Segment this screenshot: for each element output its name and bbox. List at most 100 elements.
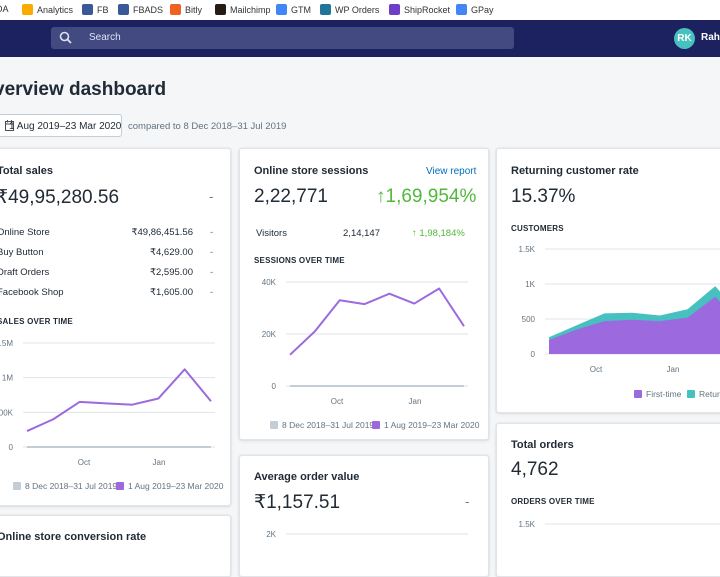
bookmark-label: WP Orders [335,5,379,15]
gtm-icon [276,4,287,15]
search-placeholder: Search [89,27,121,49]
sales-legend-previous: 8 Dec 2018–31 Jul 2019 [13,481,117,491]
bookmark-shiprocket[interactable]: ShipRocket [389,4,450,15]
avatar[interactable]: RK [674,28,695,49]
search-icon [59,31,72,44]
x-tick-label: Oct [78,458,91,467]
shiprocket-icon [389,4,400,15]
customers-chart-title: CUSTOMERS [511,224,564,233]
y-tick-label: 1.5K [519,520,536,529]
total-orders-title: Total orders [511,439,574,451]
search-input[interactable]: Search [51,27,514,49]
sales-channel-value: ₹1,605.00 [91,287,193,298]
aov-chart: 2K [240,528,488,558]
arrow-up-icon: ↑ [376,186,386,207]
y-tick-label: 0 [9,443,14,452]
bookmark-da[interactable]: DA [0,4,9,14]
total-orders-value: 4,762 [511,459,559,481]
y-tick-label: 1.5M [0,339,13,348]
y-tick-label: 500K [0,408,14,417]
sessions-card: Online store sessions View report 2,22,7… [239,148,489,440]
y-tick-label: 500 [522,315,536,324]
date-range-button[interactable]: 1 Aug 2019–23 Mar 2020 [0,114,122,137]
sessions-legend-previous-label: 8 Dec 2018–31 Jul 2019 [282,420,374,430]
sales-over-time-chart: 1.5M1M500K0OctJan [0,329,230,469]
y-tick-label: 20K [262,330,277,339]
sales-legend-current-label: 1 Aug 2019–23 Mar 2020 [128,481,223,491]
y-tick-label: 0 [272,382,277,391]
analytics-icon [22,4,33,15]
sales-channel-name: Online Store [0,227,50,238]
conversion-rate-card: Online store conversion rate [0,515,231,577]
total-sales-value: ₹49,95,280.56 [0,186,119,209]
sessions-legend-current: 1 Aug 2019–23 Mar 2020 [372,420,479,430]
returning-customer-card: Returning customer rate 15.37% CUSTOMERS… [496,148,720,413]
total-orders-card: Total orders 4,762 ORDERS OVER TIME 1.5K [496,423,720,577]
legend-swatch-current [372,421,380,429]
sales-channel-value: ₹4,629.00 [91,247,193,258]
sessions-chart-title: SESSIONS OVER TIME [254,256,345,265]
sales-channel-change: - [210,247,213,258]
aov-change: - [465,494,469,509]
bookmark-label: GTM [291,5,311,15]
legend-swatch-previous [13,482,21,490]
bookmark-label: ShipRocket [404,5,450,15]
aov-value: ₹1,157.51 [254,491,340,514]
gpay-icon [456,4,467,15]
x-tick-label: Jan [409,397,422,406]
bookmark-fb[interactable]: FB [82,4,109,15]
sessions-title: Online store sessions [254,165,368,177]
bookmark-mailchimp[interactable]: Mailchimp [215,4,271,15]
returning-title: Returning customer rate [511,165,639,177]
sessions-change: ↑1,69,954% [376,186,476,208]
legend-returning-label: Returning [699,389,720,399]
bookmarks-bar: DA Analytics FB FBADS Bitly Mailchimp GTM WP Or… [0,0,720,21]
sales-channel-name: Buy Button [0,247,43,258]
series-line-current [290,289,464,355]
visitors-value: 2,14,147 [340,228,380,239]
view-report-link[interactable]: View report [426,166,476,177]
sessions-legend-current-label: 1 Aug 2019–23 Mar 2020 [384,420,479,430]
x-tick-label: Oct [590,365,603,374]
orders-chart-title: ORDERS OVER TIME [511,497,595,506]
user-name[interactable]: Rahul [701,32,720,43]
bookmark-gpay[interactable]: GPay [456,4,494,15]
sessions-change-value: 1,69,954% [386,186,477,207]
sessions-legend-previous: 8 Dec 2018–31 Jul 2019 [270,420,374,430]
bookmark-label: Mailchimp [230,5,271,15]
x-tick-label: Jan [667,365,680,374]
date-range-label: 1 Aug 2019–23 Mar 2020 [9,115,121,138]
bookmark-analytics[interactable]: Analytics [22,4,73,15]
series-line-current [27,369,211,431]
bookmark-label: Analytics [37,5,73,15]
compared-text: compared to 8 Dec 2018–31 Jul 2019 [128,121,286,132]
sales-channel-change: - [210,267,213,278]
visitors-change: ↑ 1,98,184% [412,228,465,239]
sales-channel-change: - [210,227,213,238]
sales-channel-value: ₹49,86,451.56 [91,227,193,238]
sales-channel-change: - [210,287,213,298]
aov-card: Average order value ₹1,157.51 - 2K [239,455,489,577]
sales-channel-name: Draft Orders [0,267,49,278]
returning-value: 15.37% [511,186,575,208]
legend-swatch-first-time [634,390,642,398]
bookmark-gtm[interactable]: GTM [276,4,311,15]
x-tick-label: Jan [153,458,166,467]
bookmark-wp-orders[interactable]: WP Orders [320,4,379,15]
legend-swatch-returning [687,390,695,398]
page-title: verview dashboard [0,79,166,101]
bookmark-bitly[interactable]: Bitly [170,4,202,15]
wordpress-icon [320,4,331,15]
x-tick-label: Oct [331,397,344,406]
y-tick-label: 40K [262,278,277,287]
bookmark-label: Bitly [185,5,202,15]
facebook-icon [82,4,93,15]
bookmark-fbads[interactable]: FBADS [118,4,163,15]
legend-first-time: First-time [634,389,681,399]
legend-swatch-current [116,482,124,490]
y-tick-label: 1K [525,280,535,289]
legend-first-time-label: First-time [646,389,681,399]
sales-legend-current: 1 Aug 2019–23 Mar 2020 [116,481,223,491]
sales-channel-value: ₹2,595.00 [91,267,193,278]
